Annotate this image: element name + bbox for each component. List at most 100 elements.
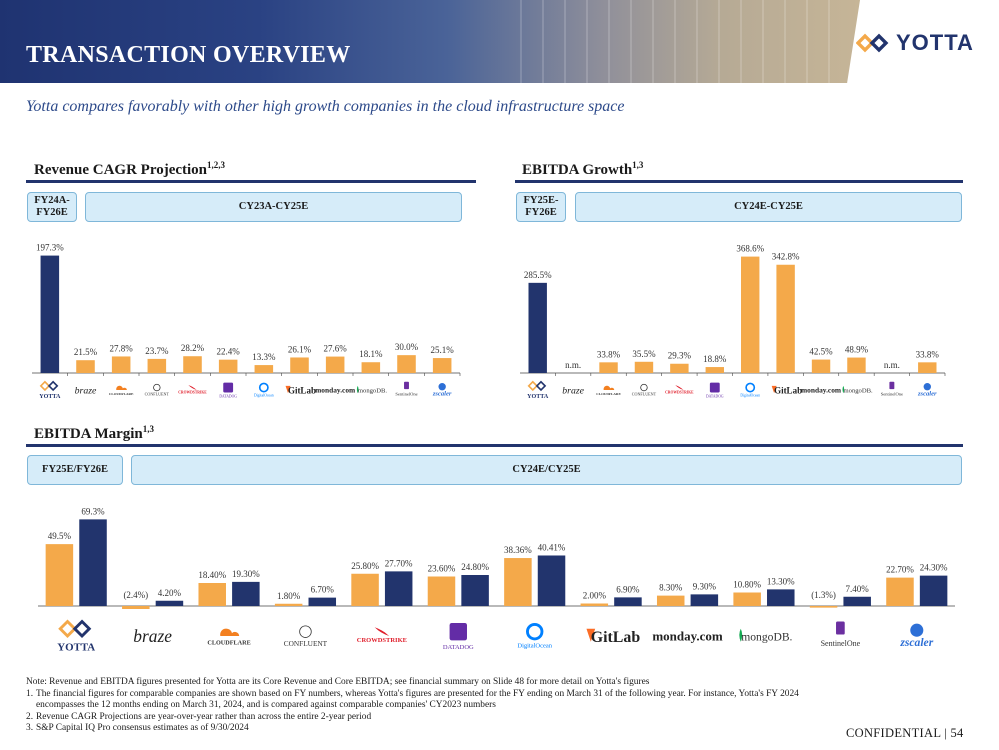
logo-sentinelone: SentinelOne — [881, 381, 903, 397]
logo-braze: braze — [562, 385, 584, 396]
bar-yotta-cy24e — [45, 544, 74, 606]
yotta-logo: YOTTA — [856, 28, 974, 58]
svg-text:zscaler: zscaler — [432, 391, 452, 398]
bar-mongodb — [847, 357, 866, 373]
svg-text:DigitalOcean: DigitalOcean — [740, 394, 760, 398]
svg-text:braze: braze — [562, 385, 584, 396]
bar-yotta-cy25e — [79, 519, 107, 606]
bar-gitlab-cy25e — [614, 597, 642, 606]
bar-crowdstrike-cy25e — [384, 571, 413, 606]
data-label-zscaler-cy25e: 24.30% — [920, 563, 948, 573]
logo-gitlab: GitLab — [771, 385, 802, 395]
data-label-mongodb-cy25e: 13.30% — [767, 576, 795, 586]
logo-mongodb: mongoDB. — [356, 385, 387, 394]
logo-text: YOTTA — [896, 30, 974, 55]
svg-text:DigitalOcean: DigitalOcean — [254, 394, 274, 398]
svg-text:CLOUDFLARE: CLOUDFLARE — [109, 392, 134, 396]
bar-gitlab — [290, 357, 309, 373]
data-label-gitlab: 26.1% — [288, 344, 312, 354]
logo-braze: braze — [133, 626, 172, 646]
logo-crowdstrike: CROWDSTRIKE — [178, 385, 207, 394]
svg-text:DATADOG: DATADOG — [219, 394, 237, 398]
logo-datadog: DATADOG — [219, 382, 237, 398]
data-label-crowdstrike-cy24e: 25.80% — [351, 561, 379, 571]
logo-gitlab: GitLab — [586, 628, 640, 646]
bar-zscaler-cy25e — [919, 575, 948, 606]
svg-text:mongoDB.: mongoDB. — [844, 387, 873, 394]
data-label-cloudflare: 27.8% — [110, 343, 134, 353]
bar-braze-cy25e — [155, 600, 184, 606]
bar-mongodb-cy24e — [733, 592, 761, 606]
svg-text:braze: braze — [75, 385, 97, 396]
logo-confluent: CONFLUENT — [145, 383, 170, 397]
data-label-yotta-cy24e: 49.5% — [48, 531, 72, 541]
svg-text:SentinelOne: SentinelOne — [881, 392, 903, 397]
data-label-digitalocean-cy25e: 40.41% — [538, 542, 566, 552]
logo-monday-com: monday.com — [652, 628, 723, 643]
logo-yotta: YOTTA — [527, 380, 549, 400]
data-label-zscaler: 25.1% — [431, 345, 455, 355]
data-label-datadog: 18.8% — [703, 354, 727, 364]
bar-datadog — [218, 359, 238, 373]
bar-braze — [76, 360, 95, 373]
svg-text:CONFLUENT: CONFLUENT — [145, 392, 170, 397]
ebitda-growth-section-title: EBITDA Growth1,3 — [522, 160, 644, 178]
data-label-datadog-cy24e: 23.60% — [428, 564, 456, 574]
revenue-yotta-period-pill: FY24A- FY26E — [27, 192, 77, 222]
logo-cloudflare: CLOUDFLARE — [596, 385, 621, 396]
svg-text:CONFLUENT: CONFLUENT — [284, 639, 328, 648]
data-label-confluent: 35.5% — [632, 349, 656, 359]
logo-monday-com: monday.com — [315, 385, 356, 394]
logo-crowdstrike: CROWDSTRIKE — [357, 627, 407, 644]
svg-text:zscaler: zscaler — [899, 636, 933, 649]
header-background — [0, 0, 860, 83]
data-label-yotta: 285.5% — [524, 270, 552, 280]
ebitda-margin-section-rule — [26, 444, 963, 447]
data-label-monday-com: 27.6% — [324, 344, 348, 354]
svg-text:monday.com: monday.com — [652, 628, 723, 643]
bar-datadog — [705, 367, 724, 373]
logo-confluent: CONFLUENT — [284, 625, 328, 648]
page-title: TRANSACTION OVERVIEW — [26, 42, 351, 68]
revenue-comps-period-pill: CY23A-CY25E — [85, 192, 462, 222]
svg-text:CROWDSTRIKE: CROWDSTRIKE — [178, 390, 207, 394]
bar-sentinelone-cy25e — [843, 596, 871, 606]
data-label-zscaler-cy24e: 22.70% — [886, 565, 914, 575]
bar-digitalocean-cy25e — [537, 555, 566, 606]
svg-text:monday.com: monday.com — [315, 385, 356, 394]
yotta-logo-icon — [856, 33, 889, 53]
bar-yotta — [40, 255, 60, 373]
bar-monday-com-cy24e — [656, 595, 685, 606]
logo-mongodb: mongoDB. — [739, 628, 793, 643]
bar-cloudflare-cy25e — [232, 581, 260, 606]
footnote-2: 2. Revenue CAGR Projections are year-over… — [26, 711, 372, 722]
logo-monday-com: monday.com — [801, 385, 842, 394]
data-label-monday-com-cy24e: 8.30% — [659, 583, 683, 593]
data-label-gitlab: 342.8% — [772, 252, 800, 262]
footnote-3: 3. S&P Capital IQ Pro consensus estimates… — [26, 723, 249, 733]
bar-cloudflare — [111, 356, 131, 373]
margin-yotta-period-pill: FY25E/FY26E — [27, 455, 123, 485]
bar-confluent-cy24e — [274, 603, 303, 606]
data-label-braze: n.m. — [565, 360, 581, 370]
data-label-digitalocean: 368.6% — [736, 244, 764, 254]
ebitda-growth-chart: 285.5% YOTTA n.m. braze 33.8% CLOUDFLARE 35.5%… — [520, 244, 946, 400]
bar-monday-com-cy25e — [690, 594, 719, 606]
data-label-cloudflare-cy24e: 18.40% — [198, 570, 226, 580]
footnote-note: Note: Revenue and EBITDA figures present… — [26, 677, 650, 687]
svg-text:zscaler: zscaler — [917, 391, 937, 398]
footnote-1: 1. The financial figures for comparable c… — [26, 688, 799, 711]
data-label-yotta: 197.3% — [36, 243, 64, 253]
data-label-mongodb-cy24e: 10.80% — [733, 580, 761, 590]
bar-datadog-cy25e — [461, 575, 489, 606]
logo-sentinelone: SentinelOne — [821, 621, 861, 648]
bar-mongodb-cy25e — [767, 589, 795, 606]
svg-text:CONFLUENT: CONFLUENT — [632, 392, 657, 397]
bar-crowdstrike — [183, 356, 202, 373]
data-label-braze: 21.5% — [74, 347, 98, 357]
data-label-cloudflare: 33.8% — [597, 349, 621, 359]
data-label-zscaler: 33.8% — [916, 349, 940, 359]
svg-text:braze: braze — [133, 626, 172, 646]
bar-digitalocean-cy24e — [504, 558, 532, 606]
bar-confluent — [634, 361, 654, 373]
